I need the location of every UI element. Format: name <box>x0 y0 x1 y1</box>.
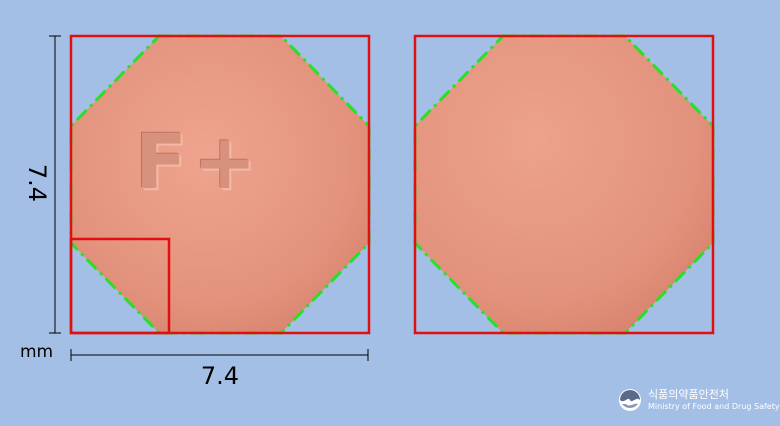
unit-label: mm <box>20 342 54 362</box>
pill-back-view <box>413 34 715 335</box>
pill-front-body <box>71 36 369 333</box>
pill-front-image <box>69 34 371 335</box>
width-dimension-label: 7.4 <box>200 362 240 390</box>
pill-front-corner-marker <box>69 237 171 335</box>
pill-front-view: F+ <box>69 34 371 335</box>
mfds-logo: 식품의약품안전처 Ministry of Food and Drug Safet… <box>618 386 780 416</box>
logo-english-text: Ministry of Food and Drug Safety <box>648 402 780 411</box>
pill-back-bounding-box <box>413 34 715 335</box>
pill-back-body <box>415 36 713 333</box>
pill-back-image <box>413 34 715 335</box>
pill-front-bounding-box <box>69 34 371 335</box>
logo-korean-text: 식품의약품안전처 <box>648 388 729 401</box>
mfds-logo-icon <box>619 389 641 411</box>
height-dimension-label: 7.4 <box>23 163 51 203</box>
pill-front-imprint: F+ <box>135 117 263 206</box>
